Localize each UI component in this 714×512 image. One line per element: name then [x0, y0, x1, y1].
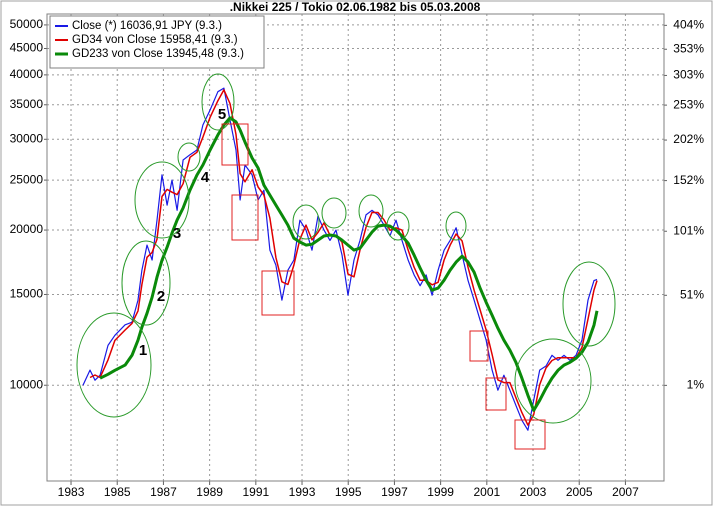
y2-tick-label: 303% — [673, 68, 704, 82]
highlight-ellipse — [134, 161, 190, 239]
highlight-box — [261, 270, 295, 316]
lines: 1 2 3 4 5 — [82, 87, 599, 431]
highlight-ellipse — [321, 197, 347, 229]
y2-tick-label: 404% — [673, 18, 704, 32]
y2-tick-label: 202% — [673, 132, 704, 146]
y2-tick-label: 253% — [673, 97, 704, 111]
legend-label: GD34 von Close 15958,41 (9.3.) — [72, 34, 238, 46]
x-tick-label: 1989 — [196, 485, 223, 499]
x-tick-label: 1991 — [242, 485, 269, 499]
highlight-ellipse — [177, 142, 201, 172]
annotation: 1 — [139, 342, 147, 359]
x-tick-label: 1999 — [427, 485, 454, 499]
highlight-ellipse — [445, 211, 467, 241]
highlight-ellipse — [514, 338, 592, 424]
chart-title: .Nikkei 225 / Tokio 02.06.1982 bis 05.03… — [230, 0, 481, 14]
highlight-ellipse — [358, 194, 384, 228]
x-tick-label: 2005 — [566, 485, 593, 499]
highlight-ellipse — [121, 240, 171, 326]
series-line — [89, 89, 598, 426]
annotation: 3 — [173, 225, 181, 242]
x-tick-label: 2001 — [473, 485, 500, 499]
y-tick-label: 10000 — [10, 377, 44, 391]
y-tick-label: 45000 — [10, 41, 44, 55]
x-tick-label: 1995 — [335, 485, 362, 499]
y2-tick-label: 51% — [680, 287, 704, 301]
x-tick-label: 1997 — [381, 485, 408, 499]
highlight-ellipse — [386, 211, 410, 241]
y2-tick-label: 101% — [673, 223, 704, 237]
highlight-box — [221, 123, 249, 166]
legend-label: Close (*) 16036,91 JPY (9.3.) — [72, 20, 222, 32]
annotation: 4 — [201, 169, 210, 186]
y-tick-label: 20000 — [10, 222, 44, 236]
series-line — [99, 116, 599, 412]
highlight-box — [231, 194, 259, 241]
x-tick-label: 1987 — [150, 485, 177, 499]
highlight-ellipse — [562, 261, 616, 347]
y2-tick-label: 152% — [673, 173, 704, 187]
highlight-box — [469, 330, 489, 362]
y2-tick-label: 1% — [687, 378, 705, 392]
y-tick-label: 30000 — [10, 131, 44, 145]
y-tick-label: 50000 — [10, 17, 44, 31]
plot-frame — [46, 13, 665, 482]
y-tick-label: 25000 — [10, 172, 44, 186]
y-tick-label: 15000 — [10, 287, 44, 301]
annotation: 2 — [157, 288, 165, 305]
x-tick-label: 1985 — [104, 485, 131, 499]
x-tick-label: 2007 — [612, 485, 639, 499]
legend: Close (*) 16036,91 JPY (9.3.) GD34 von Cl… — [49, 15, 265, 69]
y2-tick-label: 353% — [673, 41, 704, 55]
series-line — [82, 87, 598, 431]
highlight-box — [514, 419, 546, 450]
y-tick-label: 40000 — [10, 67, 44, 81]
x-tick-label: 2003 — [520, 485, 547, 499]
highlight-shapes — [76, 73, 616, 450]
x-tick-label: 1993 — [289, 485, 316, 499]
highlight-ellipse — [76, 312, 152, 418]
legend-box — [49, 15, 265, 69]
y-tick-label: 35000 — [10, 97, 44, 111]
highlight-ellipse — [292, 204, 320, 240]
x-tick-label: 1983 — [58, 485, 85, 499]
legend-label: GD233 von Close 13945,48 (9.3.) — [72, 48, 244, 60]
highlight-box — [485, 377, 507, 411]
annotation: 5 — [218, 106, 226, 123]
highlight-ellipse — [201, 73, 235, 131]
grid: 1000015000200002500030000350004000045000… — [10, 14, 705, 499]
